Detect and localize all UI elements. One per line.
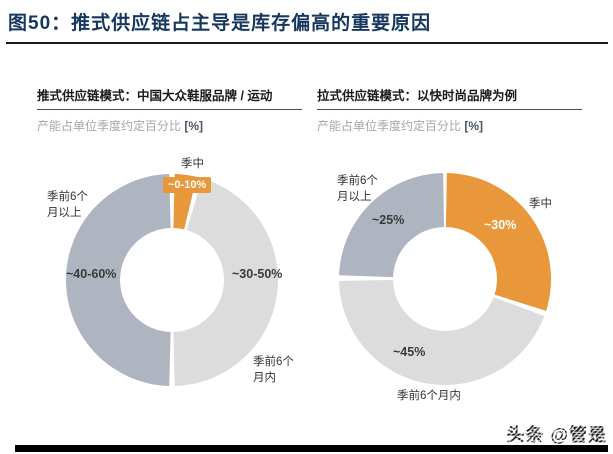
- value-pre-season-6m-plus: ~25%: [372, 213, 405, 227]
- pull-chain-donut-chart: [339, 173, 551, 385]
- label-pre-season-6m-plus: 季前6个月以上: [47, 191, 88, 219]
- push-chain-subtitle-text: 产能占单位季度约定百分比: [37, 119, 182, 133]
- toutiao-watermark: 头条 @管是: [506, 421, 607, 447]
- value-pre-season-within-6m: ~30-50%: [232, 267, 283, 281]
- label-pre-season-6m-plus: 季前6个月以上: [337, 175, 378, 203]
- push-chain-subtitle-unit: [%]: [184, 119, 204, 133]
- label-pre-season-within-6m: 季前6个月内: [253, 356, 294, 384]
- push-chain-panel: 推式供应链模式：中国大众鞋服品牌 / 运动 产能占单位季度约定百分比 [%] 季…: [37, 85, 302, 415]
- label-mid-season: 季中: [181, 158, 204, 170]
- pull-chain-subtitle-text: 产能占单位季度约定百分比: [317, 119, 462, 133]
- donut-slice-pre-season-within-6m: [339, 279, 545, 385]
- value-mid-season: ~30%: [484, 218, 517, 232]
- pull-chain-subtitle-unit: [%]: [464, 119, 484, 133]
- value-pre-season-within-6m: ~45%: [393, 345, 426, 359]
- push-chain-subtitle: 产能占单位季度约定百分比 [%]: [37, 117, 302, 134]
- footer-bar: [15, 445, 608, 452]
- label-pre-season-within-6m: 季前6个月内: [397, 390, 461, 402]
- donut-slice-mid-season: [445, 173, 551, 311]
- push-chain-title: 推式供应链模式：中国大众鞋服品牌 / 运动: [37, 85, 302, 110]
- pull-chain-subtitle: 产能占单位季度约定百分比 [%]: [317, 117, 582, 134]
- value-pre-season-6m-plus: ~40-60%: [66, 267, 117, 281]
- donut-slice-pre-season-6m-plus: [339, 173, 445, 278]
- pull-chain-panel: 拉式供应链模式：以快时尚品牌为例 产能占单位季度约定百分比 [%] 季前6个月以…: [317, 85, 582, 415]
- donut-slice-pre-season-within-6m: [173, 178, 279, 386]
- label-mid-season: 季中: [529, 198, 552, 210]
- pull-chain-title: 拉式供应链模式：以快时尚品牌为例: [317, 85, 582, 110]
- donut-slice-pre-season-6m-plus: [65, 174, 171, 386]
- value-mid-season: ~0-10%: [163, 177, 212, 193]
- title-divider: [6, 42, 608, 44]
- figure-title: 图50：推式供应链占主导是库存偏高的重要原因: [8, 13, 432, 34]
- push-chain-donut-chart: [65, 174, 279, 386]
